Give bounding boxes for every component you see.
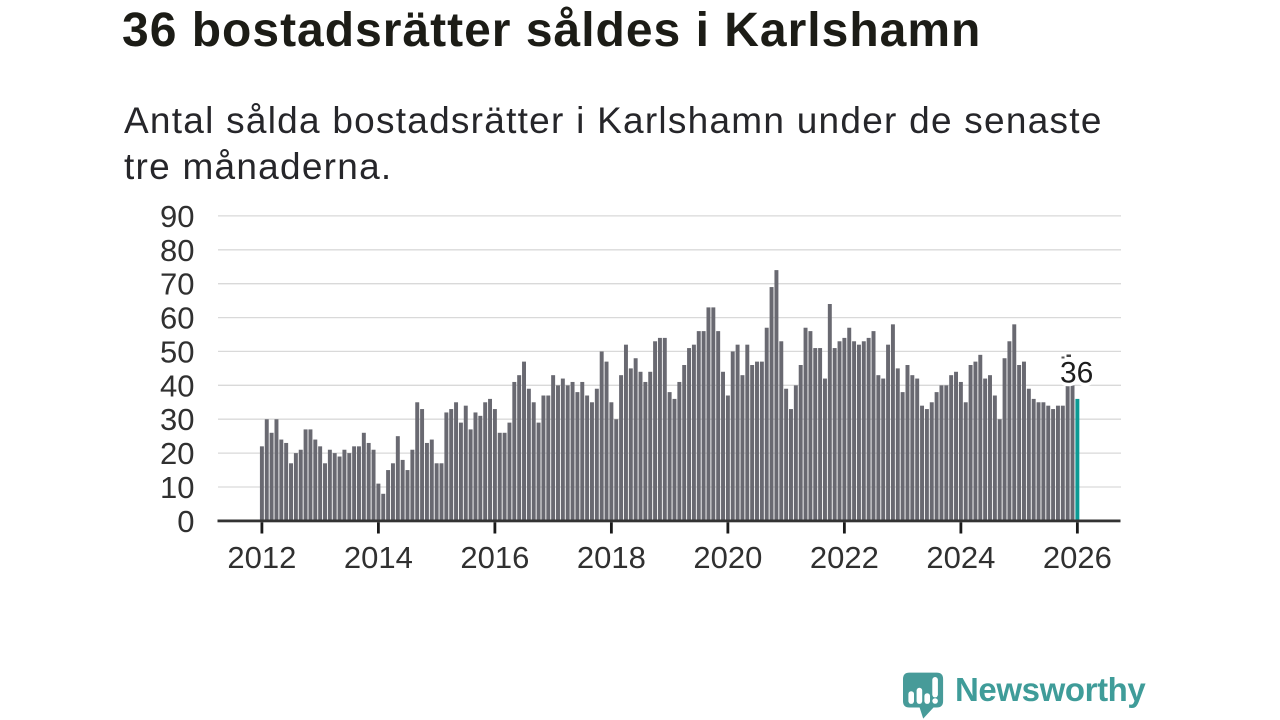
svg-text:0: 0	[177, 504, 194, 539]
svg-text:2018: 2018	[577, 540, 646, 575]
svg-text:10: 10	[160, 470, 194, 505]
svg-text:2016: 2016	[460, 540, 529, 575]
svg-text:2020: 2020	[693, 540, 762, 575]
svg-text:2026: 2026	[1043, 540, 1112, 575]
svg-text:70: 70	[160, 267, 194, 302]
svg-text:30: 30	[160, 402, 194, 437]
svg-text:2012: 2012	[227, 540, 296, 575]
svg-text:2014: 2014	[344, 540, 413, 575]
svg-text:20: 20	[160, 436, 194, 471]
svg-text:2024: 2024	[926, 540, 995, 575]
svg-text:2022: 2022	[810, 540, 879, 575]
svg-text:40: 40	[160, 368, 194, 403]
svg-text:Newsworthy: Newsworthy	[955, 671, 1146, 708]
svg-text:90: 90	[160, 199, 194, 234]
svg-text:50: 50	[160, 334, 194, 369]
svg-text:80: 80	[160, 233, 194, 268]
svg-text:36: 36	[1060, 357, 1093, 390]
svg-text:60: 60	[160, 301, 194, 336]
